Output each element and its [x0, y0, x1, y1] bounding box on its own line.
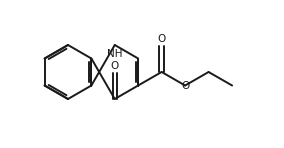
Text: O: O	[111, 61, 119, 71]
Text: O: O	[181, 81, 189, 90]
Text: NH: NH	[107, 49, 122, 58]
Text: O: O	[158, 34, 166, 44]
